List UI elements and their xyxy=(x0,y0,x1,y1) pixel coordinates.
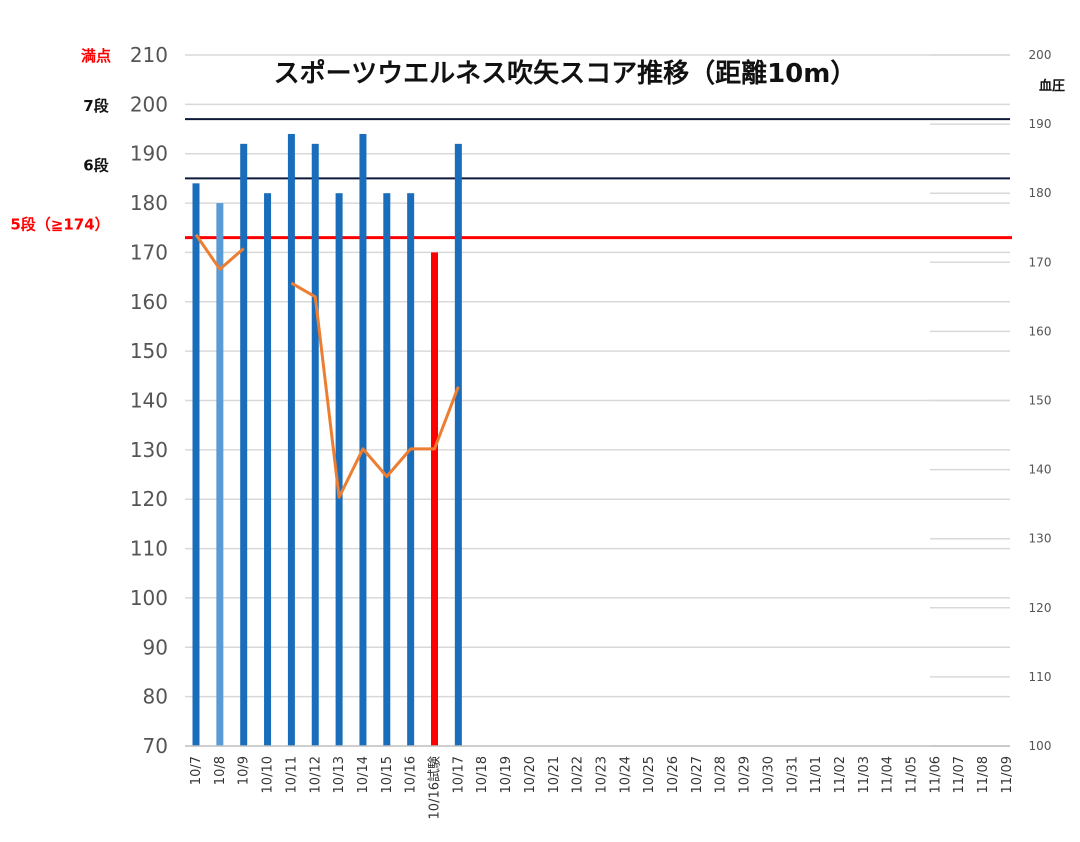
x-tick-label: 10/8 xyxy=(213,756,228,785)
y2-tick-label: 140 xyxy=(1029,463,1052,477)
x-tick-label: 11/04 xyxy=(881,756,896,793)
score-bar xyxy=(454,143,462,747)
reference-label: 満点 xyxy=(81,47,111,65)
x-tick-label: 11/08 xyxy=(976,756,991,793)
x-tick-label: 10/7 xyxy=(189,756,204,785)
y-tick-label: 170 xyxy=(130,240,168,264)
x-tick-label: 10/31 xyxy=(785,756,800,793)
x-tick-label: 10/13 xyxy=(332,756,347,793)
x-tick-label: 10/25 xyxy=(642,756,657,793)
y2-tick-label: 120 xyxy=(1029,601,1052,615)
y-tick-label: 210 xyxy=(130,43,168,67)
y-tick-label: 130 xyxy=(130,438,168,462)
x-tick-label: 10/22 xyxy=(571,756,586,793)
score-bars xyxy=(192,133,462,747)
x-tick-label: 10/29 xyxy=(738,756,753,793)
chart-title: スポーツウエルネス吹矢スコア推移（距離10m） xyxy=(274,58,857,89)
y-tick-label: 140 xyxy=(130,389,168,413)
x-tick-label: 10/10 xyxy=(261,756,276,793)
y2-tick-label: 200 xyxy=(1029,48,1052,62)
y-tick-label: 120 xyxy=(130,487,168,511)
x-tick-label: 10/9 xyxy=(237,756,252,785)
score-bar xyxy=(311,143,319,747)
y2-tick-label: 190 xyxy=(1029,117,1052,131)
score-bar xyxy=(216,203,224,747)
reference-lines: 満点 7段 6段 5段（≧174） xyxy=(10,47,1012,240)
x-tick-label: 10/27 xyxy=(690,756,705,793)
y-tick-label: 200 xyxy=(130,92,168,116)
gridlines xyxy=(185,54,1010,747)
x-tick-label: 11/05 xyxy=(905,756,920,793)
y2-tick-label: 150 xyxy=(1029,394,1052,408)
x-tick-label: 11/06 xyxy=(928,756,943,793)
x-tick-label: 10/16 xyxy=(404,756,419,793)
y-tick-label: 160 xyxy=(130,290,168,314)
score-bar xyxy=(359,133,367,746)
x-tick-label: 10/18 xyxy=(475,756,490,793)
y-tick-label: 100 xyxy=(130,586,168,610)
y2-tick-label: 160 xyxy=(1029,324,1052,338)
score-bar xyxy=(383,193,391,746)
x-tick-label: 10/28 xyxy=(714,756,729,793)
x-tick-label: 10/20 xyxy=(523,756,538,793)
x-tick-label: 11/02 xyxy=(833,756,848,793)
x-tick-label: 10/19 xyxy=(499,756,514,793)
axes: 70 80 90 100 110 120 130 140 150 160 170 180 190 200 2… xyxy=(130,43,1052,819)
x-tick-label: 10/23 xyxy=(594,756,609,793)
y2-tick-label: 100 xyxy=(1029,739,1052,753)
y-tick-label: 150 xyxy=(130,339,168,363)
y-tick-label: 70 xyxy=(143,734,168,758)
x-tick-label: 10/17 xyxy=(451,756,466,793)
y-tick-label: 110 xyxy=(130,537,168,561)
x-tick-label: 10/30 xyxy=(761,756,776,793)
y2-tick-label: 130 xyxy=(1029,532,1052,546)
right-axis-title: 血圧 xyxy=(1039,78,1065,94)
x-tick-label: 11/09 xyxy=(1000,756,1015,793)
x-tick-label: 10/15 xyxy=(380,756,395,793)
reference-label: 6段 xyxy=(83,156,108,174)
x-tick-label: 11/07 xyxy=(952,756,967,793)
y-tick-label: 80 xyxy=(143,685,168,709)
x-tick-label: 10/14 xyxy=(356,756,371,793)
score-bar xyxy=(335,193,343,746)
blood-pressure-segment xyxy=(290,281,460,499)
x-tick-label: 10/11 xyxy=(284,756,299,793)
x-tick-label: 10/24 xyxy=(618,756,633,793)
reference-label: 5段（≧174） xyxy=(10,216,109,234)
score-bar xyxy=(431,252,438,746)
y2-tick-label: 110 xyxy=(1029,670,1052,684)
score-bar xyxy=(264,193,272,746)
score-bar xyxy=(240,143,248,747)
x-tick-label: 10/12 xyxy=(308,756,323,793)
x-tick-label: 11/01 xyxy=(809,756,824,793)
x-tick-label: 10/21 xyxy=(547,756,562,793)
score-bar xyxy=(192,183,200,747)
x-tick-label: 11/03 xyxy=(857,756,872,793)
y-tick-label: 90 xyxy=(143,635,168,659)
blood-pressure-line xyxy=(194,233,460,499)
x-tick-label: 10/26 xyxy=(666,756,681,793)
reference-label: 7段 xyxy=(83,97,108,115)
blood-pressure-segment xyxy=(194,233,245,271)
y2-tick-label: 170 xyxy=(1029,255,1052,269)
x-tick-label: 10/16試験 xyxy=(427,756,443,819)
y-tick-label: 190 xyxy=(130,142,168,166)
y2-tick-label: 180 xyxy=(1029,186,1052,200)
score-bar xyxy=(287,133,295,746)
score-bar xyxy=(407,193,415,746)
y-tick-label: 180 xyxy=(130,191,168,215)
